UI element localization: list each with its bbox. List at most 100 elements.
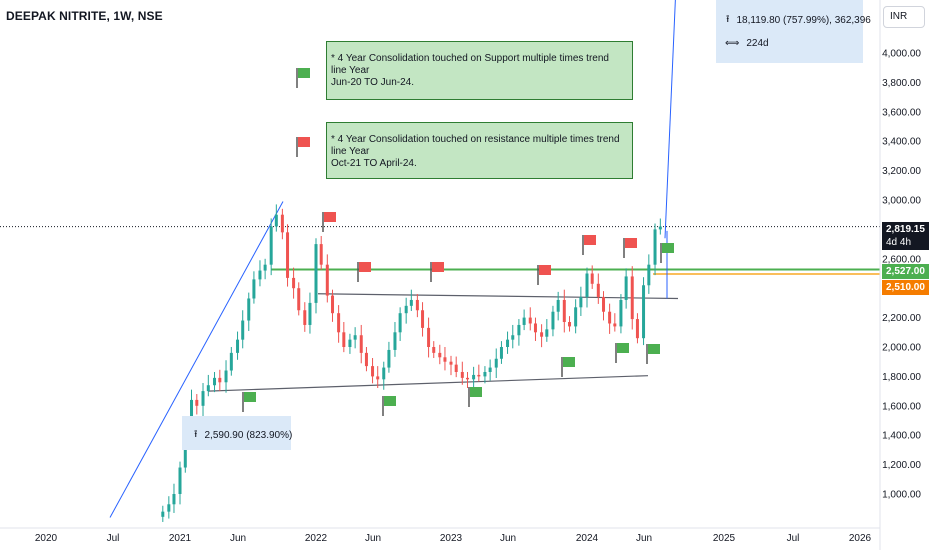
price-range-icon: ⭱: [726, 14, 730, 25]
candle-body: [195, 399, 199, 406]
x-tick-label: Jun: [500, 533, 516, 544]
measure-left-price: 2,590.90 (823.90%): [204, 430, 293, 441]
candle-body: [533, 323, 537, 333]
support-note-line1: * 4 Year Consolidation touched on Suppor…: [331, 53, 609, 76]
chart-title: DEEPAK NITRITE, 1W, NSE: [6, 9, 163, 23]
candle-body: [348, 339, 352, 347]
x-tick-label: Jul: [107, 533, 120, 544]
support-note[interactable]: * 4 Year Consolidation touched on Suppor…: [326, 41, 633, 100]
candle-body: [178, 467, 182, 494]
green-flag-icon: [617, 343, 629, 353]
measure-top-price: 18,119.80 (757.99%), 362,396: [736, 15, 871, 26]
candle-body: [415, 299, 419, 311]
target-projection-line: [664, 0, 676, 239]
candle-body: [483, 371, 487, 377]
x-tick-label: 2020: [35, 533, 58, 544]
red-flag-icon: [324, 212, 336, 222]
y-tick-label: 3,000.00: [882, 196, 921, 207]
resistance-note[interactable]: * 4 Year Consolidation touched on resist…: [326, 122, 633, 179]
candle-body: [382, 367, 386, 380]
orange-level-tag: 2,510.00: [882, 280, 929, 295]
candle-body: [472, 374, 476, 380]
candle-body: [286, 232, 290, 278]
candle-body: [229, 352, 233, 371]
candle-body: [359, 335, 363, 353]
last-price-tag: 2,819.15: [882, 222, 929, 237]
resistance-note-line2: Oct-21 TO April-24.: [331, 158, 417, 169]
rise-projection-line: [109, 201, 284, 518]
candle-body: [337, 313, 341, 333]
candle-body: [556, 299, 560, 312]
green-flag-icon: [298, 68, 310, 78]
x-tick-label: 2023: [440, 533, 463, 544]
resistance-note-line1: * 4 Year Consolidation touched on resist…: [331, 134, 620, 157]
candle-body: [613, 323, 617, 327]
y-tick-label: 3,600.00: [882, 107, 921, 118]
candle-body: [517, 324, 521, 336]
countdown-tag: 4d 4h: [882, 235, 929, 250]
green-flag-icon: [244, 392, 256, 402]
green-flag-icon: [662, 243, 674, 253]
candle-body: [528, 317, 532, 324]
candle-body: [364, 352, 368, 367]
candle-body: [443, 357, 447, 362]
candle-body: [398, 313, 402, 333]
candle-body: [314, 244, 318, 303]
x-tick-label: 2022: [305, 533, 328, 544]
candle-body: [460, 371, 464, 378]
candle-body: [568, 322, 572, 327]
candle-body: [308, 302, 312, 325]
x-tick-label: Jun: [365, 533, 381, 544]
y-tick-label: 1,400.00: [882, 431, 921, 442]
candle-body: [427, 327, 431, 347]
y-tick-label: 3,800.00: [882, 78, 921, 89]
candle-body: [292, 277, 296, 289]
date-range-icon: ⟺: [725, 38, 740, 49]
measure-top[interactable]: ⭱ 18,119.80 (757.99%), 362,396 ⟺ 224d: [716, 0, 871, 63]
y-tick-label: 3,200.00: [882, 166, 921, 177]
currency-button[interactable]: INR: [883, 6, 925, 28]
candle-body: [590, 273, 594, 284]
red-flag-icon: [432, 262, 444, 272]
candle-body: [297, 288, 301, 311]
candle-body: [252, 279, 256, 299]
candle-body: [522, 317, 526, 325]
candle-body: [241, 320, 245, 340]
candle-body: [387, 349, 391, 368]
candle-body: [658, 226, 662, 230]
candle-body: [409, 299, 413, 306]
candle-body: [477, 374, 481, 377]
candle-body: [449, 361, 453, 365]
candle-body: [213, 377, 217, 386]
candle-body: [421, 310, 425, 328]
candle-body: [201, 391, 205, 406]
candle-body: [438, 352, 442, 358]
candle-body: [224, 370, 228, 383]
candle-body: [608, 311, 612, 324]
candle-body: [161, 511, 165, 517]
y-tick-label: 1,600.00: [882, 401, 921, 412]
y-tick-label: 2,200.00: [882, 313, 921, 324]
candle-body: [247, 298, 251, 321]
candle-body: [574, 307, 578, 327]
candle-body: [653, 229, 657, 265]
y-tick-label: 4,000.00: [882, 49, 921, 60]
measure-left[interactable]: ⭱ 2,590.90 (823.90%): [182, 416, 293, 450]
red-flag-icon: [298, 137, 310, 147]
green-flag-icon: [648, 344, 660, 354]
candle-body: [236, 339, 240, 353]
candle-body: [376, 376, 380, 380]
candle-body: [342, 332, 346, 347]
x-tick-label: Jul: [787, 533, 800, 544]
red-flag-icon: [625, 238, 637, 248]
candle-body: [511, 335, 515, 340]
candle-body: [545, 329, 549, 337]
candle-body: [274, 214, 278, 227]
candle-body: [506, 339, 510, 347]
candle-body: [393, 332, 397, 350]
y-tick-label: 3,400.00: [882, 137, 921, 148]
candle-body: [494, 358, 498, 368]
candle-body: [602, 297, 606, 312]
support-note-line2: Jun-20 TO Jun-24.: [331, 77, 415, 88]
